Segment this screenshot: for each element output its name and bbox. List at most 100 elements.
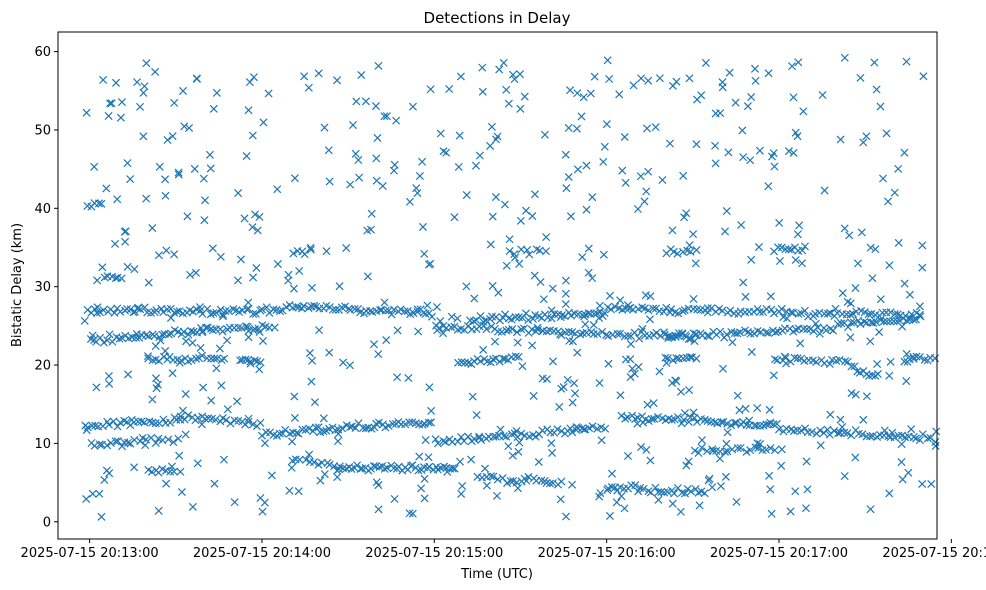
data-point-414 xyxy=(844,322,853,332)
data-point-38 xyxy=(209,309,218,318)
data-point-1219 xyxy=(605,74,614,84)
data-point-252 xyxy=(142,331,151,340)
data-point-1042 xyxy=(176,412,185,421)
data-point-1344 xyxy=(475,432,484,441)
data-point-981 xyxy=(642,124,652,133)
data-point-1520 xyxy=(82,108,91,117)
data-point-1532 xyxy=(782,359,791,368)
data-point-313 xyxy=(512,328,521,337)
data-point-1415 xyxy=(900,148,909,157)
data-point-1575 xyxy=(130,265,139,274)
data-point-677 xyxy=(568,428,577,437)
data-point-1133 xyxy=(308,356,317,365)
data-point-686 xyxy=(601,424,610,433)
data-point-1070 xyxy=(255,365,264,374)
data-point-1468 xyxy=(898,475,907,484)
data-point-455 xyxy=(210,354,219,363)
data-point-1486 xyxy=(88,331,97,340)
data-point-1473 xyxy=(156,336,165,345)
data-point-1493 xyxy=(739,153,748,162)
data-point-1330 xyxy=(559,383,568,392)
data-point-1260 xyxy=(894,164,903,173)
data-point-1031 xyxy=(455,131,464,140)
data-point-1559 xyxy=(126,175,135,184)
y-tick-label-4: 40 xyxy=(34,202,51,217)
data-point-1560 xyxy=(492,135,501,144)
data-point-1164 xyxy=(450,213,459,222)
data-point-1461 xyxy=(603,486,612,495)
data-point-410 xyxy=(829,326,838,335)
data-point-194 xyxy=(767,305,776,314)
data-point-51 xyxy=(251,309,260,318)
data-point-1409 xyxy=(516,104,525,113)
data-point-1438 xyxy=(243,322,252,332)
data-point-334 xyxy=(589,330,598,339)
data-point-1116 xyxy=(654,495,663,504)
data-point-1204 xyxy=(513,338,522,347)
data-point-1540 xyxy=(295,266,304,275)
data-point-973 xyxy=(300,250,309,259)
data-point-1512 xyxy=(568,398,577,407)
data-point-1539 xyxy=(886,357,895,366)
data-point-871 xyxy=(425,462,434,471)
data-point-1200 xyxy=(191,268,200,277)
data-point-707 xyxy=(684,417,693,427)
data-point-1137 xyxy=(310,398,319,407)
data-point-1165 xyxy=(351,149,360,158)
data-point-1056 xyxy=(747,255,756,264)
data-point-1522 xyxy=(651,123,660,132)
data-point-290 xyxy=(270,323,279,332)
data-point-1305 xyxy=(626,355,635,364)
data-point-1064 xyxy=(915,302,924,311)
data-point-1102 xyxy=(595,301,604,310)
data-point-1530 xyxy=(672,377,681,386)
data-point-1464 xyxy=(840,224,849,233)
data-point-1057 xyxy=(178,406,187,415)
data-point-1347 xyxy=(144,278,153,287)
data-point-430 xyxy=(895,316,904,325)
data-point-1100 xyxy=(708,483,717,492)
data-point-1142 xyxy=(142,59,151,68)
data-point-1035 xyxy=(753,439,762,448)
data-point-1369 xyxy=(505,235,514,244)
data-point-858 xyxy=(389,464,398,473)
data-point-536 xyxy=(930,354,940,363)
data-point-856 xyxy=(383,463,392,473)
data-point-1417 xyxy=(325,348,334,357)
data-point-1570 xyxy=(843,297,852,306)
data-point-379 xyxy=(722,330,731,339)
data-point-983 xyxy=(902,349,911,358)
data-point-341 xyxy=(616,329,625,338)
data-point-220 xyxy=(864,310,873,319)
data-point-1227 xyxy=(181,390,190,399)
data-point-1311 xyxy=(716,482,725,491)
data-point-554 xyxy=(140,418,149,427)
data-point-415 xyxy=(847,318,856,327)
data-point-418 xyxy=(856,320,865,329)
data-point-253 xyxy=(144,332,153,341)
data-point-1011 xyxy=(442,463,451,472)
data-point-992 xyxy=(838,289,847,298)
data-point-1423 xyxy=(840,53,849,62)
data-point-1029 xyxy=(88,489,97,498)
data-point-988 xyxy=(314,423,323,432)
data-point-1125 xyxy=(905,290,914,299)
data-point-457 xyxy=(217,355,226,365)
data-point-226 xyxy=(886,308,895,317)
data-point-1087 xyxy=(856,73,865,82)
data-point-416 xyxy=(849,318,858,327)
data-point-1343 xyxy=(176,467,185,476)
data-point-750 xyxy=(830,426,839,435)
data-point-1437 xyxy=(528,341,537,350)
data-point-1278 xyxy=(888,428,897,437)
data-point-224 xyxy=(878,308,887,317)
data-point-87 xyxy=(366,307,375,316)
data-point-1198 xyxy=(208,244,217,253)
data-point-490 xyxy=(672,354,681,363)
data-point-1240 xyxy=(689,230,698,239)
data-point-227 xyxy=(890,309,899,319)
data-point-926 xyxy=(680,489,690,498)
data-point-1298 xyxy=(80,316,89,325)
data-point-1303 xyxy=(556,495,565,504)
data-point-1451 xyxy=(123,262,132,271)
